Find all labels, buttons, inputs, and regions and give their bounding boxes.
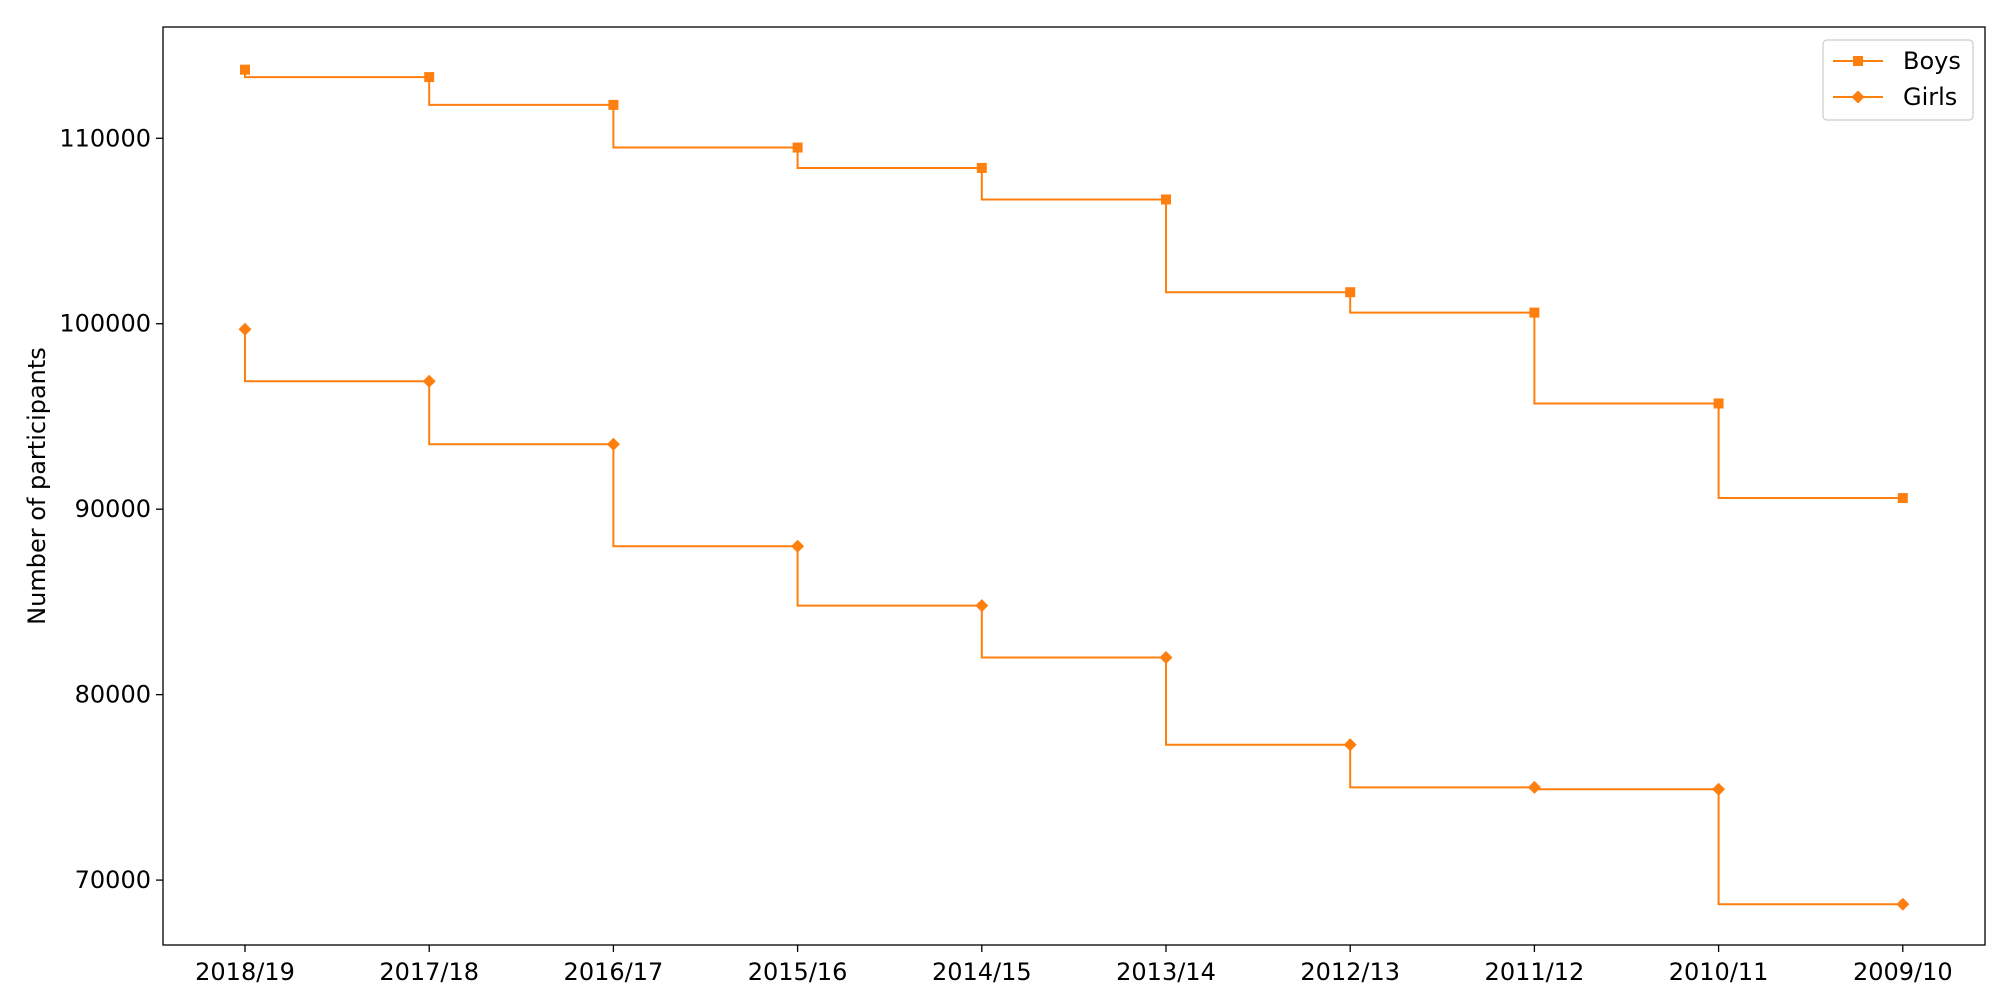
data-point-girls (422, 374, 436, 388)
x-tick-label: 2011/12 (1485, 958, 1585, 986)
y-tick-label: 90000 (75, 495, 151, 523)
y-tick-label: 100000 (59, 310, 151, 338)
legend-marker (1853, 56, 1863, 66)
x-tick-label: 2013/14 (1116, 958, 1216, 986)
data-point-girls (1159, 651, 1173, 665)
data-point-boys (1161, 194, 1171, 205)
x-tick-label: 2018/19 (195, 958, 295, 986)
y-axis-label: Number of participants (23, 347, 51, 625)
series-layer (238, 64, 1910, 911)
x-tick-label: 2015/16 (748, 958, 848, 986)
plot-frame (162, 26, 1986, 946)
data-point-girls (791, 539, 805, 553)
data-point-boys (1897, 493, 1908, 504)
data-point-girls (1343, 738, 1357, 752)
series-boys (240, 64, 1908, 504)
x-tick-label: 2010/11 (1669, 958, 1769, 986)
data-point-boys (608, 99, 619, 110)
data-point-girls (1896, 897, 1910, 911)
legend: Boys Girls (1822, 39, 1974, 121)
data-point-girls (606, 437, 620, 451)
x-tick-label: 2017/18 (379, 958, 479, 986)
legend-marker (1851, 90, 1865, 104)
legend-label: Boys (1903, 47, 1961, 75)
x-tick-label: 2012/13 (1300, 958, 1400, 986)
data-point-girls (1712, 782, 1726, 796)
x-tick-label: 2014/15 (932, 958, 1032, 986)
y-tick-label: 110000 (59, 124, 151, 152)
data-point-boys (792, 142, 803, 153)
data-point-boys (424, 72, 435, 83)
data-point-boys (976, 162, 987, 173)
x-axis: 2018/19 2017/18 2016/17 2015/16 2014/15 2013/… (195, 945, 1953, 986)
series-line-girls (244, 329, 1903, 906)
data-point-girls (238, 322, 252, 336)
x-tick-label: 2009/10 (1853, 958, 1953, 986)
data-point-boys (1529, 307, 1540, 318)
y-tick-label: 70000 (75, 866, 151, 894)
x-tick-label: 2016/17 (564, 958, 664, 986)
data-point-girls (975, 599, 989, 613)
data-point-girls (1527, 780, 1541, 794)
legend-label: Girls (1903, 83, 1957, 111)
series-line-boys (244, 69, 1903, 500)
data-point-boys (240, 64, 250, 75)
y-axis: 70000 80000 90000 100000 110000 (59, 124, 163, 894)
data-point-boys (1345, 287, 1356, 298)
series-girls (238, 322, 1910, 911)
data-point-boys (1713, 398, 1724, 409)
y-tick-label: 80000 (75, 681, 151, 709)
